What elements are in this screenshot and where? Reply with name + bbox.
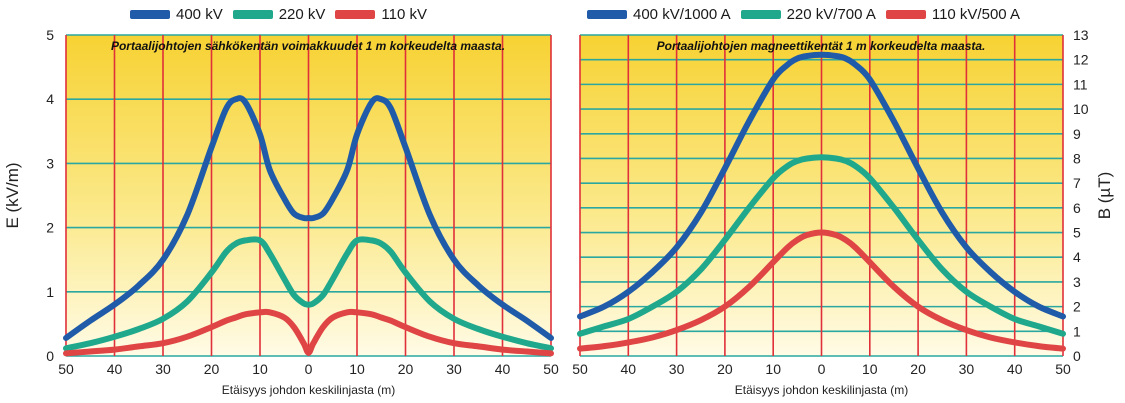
y-tick-label: 13 [1073,27,1089,43]
x-tick-label: 40 [621,361,637,377]
left-legend: 400 kV 220 kV 110 kV [130,6,427,23]
x-tick-label: 0 [818,361,826,377]
y-tick-label: 3 [1073,274,1081,290]
y-tick-label: 6 [1073,200,1081,216]
x-tick-label: 20 [910,361,926,377]
y-axis-label: E (kV/m) [3,162,22,228]
y-tick-label: 5 [46,27,54,43]
y-tick-label: 0 [46,348,54,364]
legend-swatch [587,10,627,19]
y-tick-label: 7 [1073,175,1081,191]
y-tick-label: 11 [1073,76,1088,92]
x-tick-label: 10 [862,361,878,377]
legend-item: 220 kV [232,6,326,23]
x-tick-label: 0 [305,361,313,377]
x-tick-label: 10 [252,361,268,377]
series-line-2 [63,236,554,352]
legend-label: 110 kV [381,6,427,23]
y-tick-label: 3 [46,155,54,171]
legend-label: 110 kV/500 A [931,6,1020,23]
legend-label: 220 kV [278,6,326,23]
legend-swatch [232,10,273,19]
legend-swatch [885,10,926,19]
x-tick-label: 30 [446,361,462,377]
x-axis-label: Etäisyys johdon keskilinjasta (m) [222,383,395,397]
x-tick-label: 10 [349,361,365,377]
legend-item: 110 kV/500 A [885,6,1020,23]
x-tick-label: 30 [155,361,171,377]
legend-label: 400 kV/1000 A [633,6,731,23]
legend-item: 220 kV/700 A [740,6,876,23]
legend-item: 110 kV [335,6,427,23]
x-tick-label: 30 [959,361,975,377]
legend-swatch [335,10,376,19]
y-tick-label: 1 [1073,323,1081,339]
y-tick-label: 12 [1073,52,1089,68]
x-tick-label: 20 [717,361,733,377]
y-tick-label: 2 [1073,299,1081,315]
x-tick-label: 50 [58,361,74,377]
y-tick-label: 1 [46,284,54,300]
legend-swatch [130,10,170,19]
right-legend: 400 kV/1000 A 220 kV/700 A 110 kV/500 A [587,6,1020,23]
x-tick-label: 40 [1007,361,1023,377]
x-tick-label: 40 [495,361,511,377]
y-axis-label: B (µT) [1095,172,1114,220]
series-line-2 [577,154,1066,337]
x-tick-label: 50 [572,361,588,377]
legend-label: 400 kV [176,6,223,23]
y-tick-label: 9 [1073,126,1081,142]
series-line-1 [63,95,554,341]
legend-label: 220 kV/700 A [786,6,876,23]
x-tick-label: 40 [107,361,123,377]
y-tick-label: 2 [46,220,54,236]
y-tick-label: 4 [46,91,54,107]
legend-item: 400 kV/1000 A [587,6,731,23]
x-tick-label: 20 [398,361,414,377]
x-tick-label: 20 [204,361,220,377]
x-tick-label: 50 [1055,361,1071,377]
x-tick-label: 10 [765,361,781,377]
y-tick-label: 5 [1073,225,1081,241]
x-tick-label: 30 [669,361,685,377]
series-line-3 [63,308,554,357]
chart-title: Portaalijohtojen sähkökentän voimakkuude… [111,39,505,53]
x-axis-label: Etäisyys johdon keskilinjasta (m) [735,383,908,397]
y-tick-label: 10 [1073,101,1089,117]
chart-title: Portaalijohtojen magneettikentät 1 m kor… [657,39,986,53]
series-line-1 [577,51,1066,320]
y-tick-label: 4 [1073,249,1081,265]
legend-item: 400 kV [130,6,223,23]
x-tick-label: 50 [543,361,559,377]
series-line-3 [577,229,1066,352]
chart-2: Portaalijohtojen magneettikentät 1 m kor… [572,27,1114,397]
y-tick-label: 8 [1073,150,1081,166]
legend-swatch [740,10,781,19]
chart-1: Portaalijohtojen sähkökentän voimakkuude… [3,27,559,397]
y-tick-label: 0 [1073,348,1081,364]
